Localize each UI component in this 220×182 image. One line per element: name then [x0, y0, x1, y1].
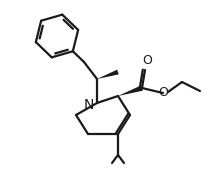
Polygon shape	[97, 70, 119, 79]
Text: N: N	[84, 98, 94, 112]
Text: O: O	[158, 86, 168, 100]
Text: O: O	[142, 54, 152, 67]
Polygon shape	[118, 85, 143, 96]
